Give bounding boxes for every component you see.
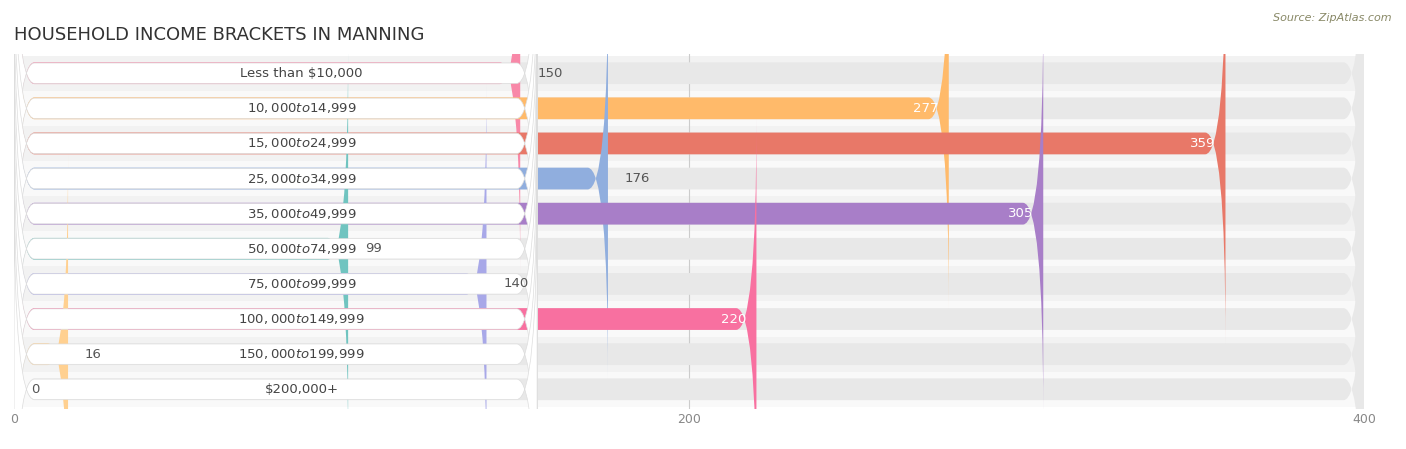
Text: Source: ZipAtlas.com: Source: ZipAtlas.com — [1274, 13, 1392, 23]
FancyBboxPatch shape — [14, 154, 67, 449]
FancyBboxPatch shape — [14, 0, 537, 274]
FancyBboxPatch shape — [14, 0, 1226, 343]
Text: $100,000 to $149,999: $100,000 to $149,999 — [239, 312, 366, 326]
FancyBboxPatch shape — [14, 0, 1364, 273]
FancyBboxPatch shape — [14, 0, 607, 379]
Text: 277: 277 — [912, 102, 939, 115]
Bar — [14, 91, 1364, 126]
FancyBboxPatch shape — [14, 119, 537, 449]
FancyBboxPatch shape — [14, 119, 1364, 449]
Text: 176: 176 — [624, 172, 650, 185]
FancyBboxPatch shape — [14, 84, 1364, 449]
Text: 305: 305 — [1008, 207, 1033, 220]
Bar — [14, 301, 1364, 337]
Bar — [14, 196, 1364, 231]
Bar — [14, 231, 1364, 266]
FancyBboxPatch shape — [14, 0, 1364, 379]
Text: 150: 150 — [537, 67, 562, 79]
Bar — [14, 126, 1364, 161]
FancyBboxPatch shape — [14, 154, 1364, 449]
FancyBboxPatch shape — [14, 0, 537, 309]
FancyBboxPatch shape — [14, 49, 349, 449]
Bar — [14, 337, 1364, 372]
Bar — [14, 372, 1364, 407]
FancyBboxPatch shape — [14, 14, 1364, 414]
Bar — [14, 161, 1364, 196]
Text: $200,000+: $200,000+ — [264, 383, 339, 396]
FancyBboxPatch shape — [14, 0, 520, 273]
Text: $150,000 to $199,999: $150,000 to $199,999 — [239, 347, 366, 361]
FancyBboxPatch shape — [14, 0, 1364, 343]
FancyBboxPatch shape — [14, 0, 537, 344]
FancyBboxPatch shape — [14, 0, 1364, 308]
Text: Less than $10,000: Less than $10,000 — [240, 67, 363, 79]
Text: 0: 0 — [31, 383, 39, 396]
Text: $15,000 to $24,999: $15,000 to $24,999 — [247, 136, 357, 150]
Text: $50,000 to $74,999: $50,000 to $74,999 — [247, 242, 357, 256]
FancyBboxPatch shape — [14, 84, 537, 449]
Text: $10,000 to $14,999: $10,000 to $14,999 — [247, 101, 357, 115]
FancyBboxPatch shape — [14, 84, 486, 449]
Text: $25,000 to $34,999: $25,000 to $34,999 — [247, 172, 357, 185]
Text: 140: 140 — [503, 277, 529, 291]
FancyBboxPatch shape — [14, 119, 756, 449]
FancyBboxPatch shape — [14, 0, 949, 308]
FancyBboxPatch shape — [14, 13, 537, 414]
FancyBboxPatch shape — [14, 189, 1364, 449]
Text: 359: 359 — [1189, 137, 1215, 150]
FancyBboxPatch shape — [14, 48, 537, 449]
FancyBboxPatch shape — [14, 49, 1364, 449]
FancyBboxPatch shape — [14, 0, 537, 379]
Text: $75,000 to $99,999: $75,000 to $99,999 — [247, 277, 357, 291]
FancyBboxPatch shape — [14, 154, 537, 449]
Bar — [14, 56, 1364, 91]
Text: $35,000 to $49,999: $35,000 to $49,999 — [247, 207, 357, 220]
Text: 220: 220 — [721, 313, 747, 326]
FancyBboxPatch shape — [14, 189, 537, 449]
Text: 99: 99 — [366, 242, 382, 255]
FancyBboxPatch shape — [14, 14, 1043, 414]
Text: HOUSEHOLD INCOME BRACKETS IN MANNING: HOUSEHOLD INCOME BRACKETS IN MANNING — [14, 26, 425, 44]
Bar — [14, 266, 1364, 301]
Text: 16: 16 — [84, 348, 101, 361]
